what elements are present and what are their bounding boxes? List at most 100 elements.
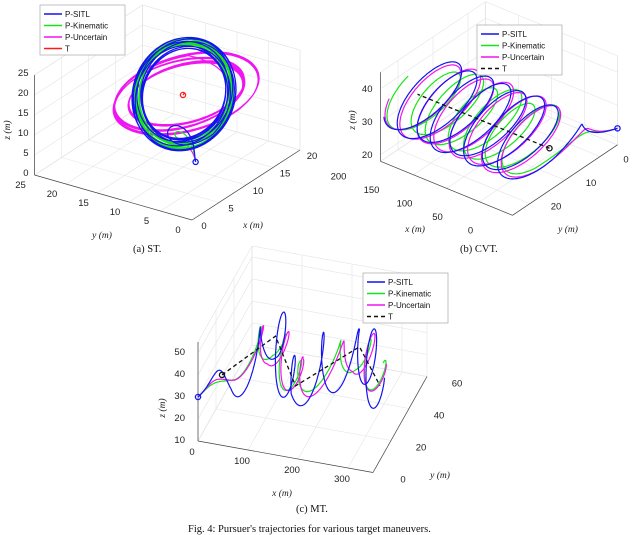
gridline (128, 131, 238, 203)
legend-entry: P-Kinematic (502, 42, 545, 51)
gridline (160, 140, 269, 212)
legend-entry: P-Uncertain (65, 33, 107, 42)
gridline (247, 353, 303, 451)
gridline (197, 322, 253, 420)
z-axis-title: z (m) (2, 120, 13, 140)
z-tick-label: 20 (174, 413, 185, 424)
gridline (142, 24, 301, 71)
y-tick-label: 20 (416, 443, 427, 454)
y-tick-label: 40 (434, 411, 445, 422)
legend-entry: P-SITL (65, 10, 90, 19)
x-tick-label: 0 (468, 225, 473, 236)
trajectory-p-sitl (383, 61, 618, 180)
z-tick-label: 25 (18, 68, 29, 79)
y-axis-title: y (m) (429, 470, 450, 481)
x-tick-label: 100 (397, 198, 413, 209)
x-tick-label: 0 (201, 221, 206, 232)
x-tick-label: 100 (234, 456, 250, 467)
pursuer-start-marker (192, 158, 199, 166)
gridline (142, 84, 301, 131)
y-axis-line (512, 144, 618, 216)
x-tick-label: 200 (284, 465, 300, 476)
trajectory-p-kinematic (134, 38, 234, 162)
chart-b: 0 50 100 150 200 0 10 20 20 30 40 x (m) y (m) z (m) P-… (331, 1, 629, 236)
gridline (142, 64, 301, 111)
x-tick-label: 150 (364, 185, 380, 196)
legend-entry: P-Uncertain (388, 301, 430, 310)
z-tick-label: 20 (18, 88, 29, 99)
gridline (380, 1, 486, 73)
legend-entry: P-SITL (388, 278, 413, 287)
gridline (297, 362, 353, 460)
gridline (197, 300, 253, 398)
z-tick-label: 5 (23, 148, 28, 159)
y-axis-line (34, 174, 193, 221)
x-axis-title: x (m) (242, 220, 263, 231)
y-axis-title: y (m) (91, 230, 112, 241)
gridline (197, 245, 253, 343)
pursuer-start-marker (194, 393, 202, 401)
x-axis-line (191, 149, 301, 221)
gridline (485, 90, 618, 146)
pursuer-start-marker (614, 125, 621, 132)
y-tick-label: 10 (586, 178, 597, 189)
target-trajectory (417, 93, 550, 149)
y-tick-label: 20 (551, 202, 562, 213)
legend: P-SITL P-Kinematic P-Uncertain T (362, 272, 449, 324)
gridline (34, 44, 143, 116)
y-tick-label: 25 (15, 180, 26, 191)
z-tick-label: 30 (174, 391, 185, 402)
x-tick-label: 300 (334, 474, 350, 485)
z-tick-label: 20 (362, 150, 373, 161)
y-tick-label: 10 (110, 207, 121, 218)
y-tick-label: 60 (452, 379, 463, 390)
z-axis-title: z (m) (157, 398, 168, 418)
caption-b: (b) CVT. (460, 244, 498, 255)
y-tick-label: 20 (47, 189, 58, 200)
gridline (251, 322, 428, 355)
y-axis-title: y (m) (557, 224, 578, 235)
z-tick-label: 30 (362, 117, 373, 128)
target-start-marker (179, 91, 187, 99)
gridline (197, 278, 253, 376)
gridline (380, 84, 486, 155)
z-tick-label: 40 (362, 84, 373, 95)
legend: P-SITL P-Kinematic P-Uncertain T (476, 24, 563, 76)
gridline (197, 344, 253, 442)
z-axis-title: z (m) (347, 110, 358, 130)
gridline (380, 18, 486, 89)
x-tick-label: 15 (280, 169, 291, 180)
gridline (197, 256, 253, 354)
x-axis-title: x (m) (271, 488, 292, 499)
gridline (34, 84, 143, 156)
legend: P-SITL P-Kinematic P-Uncertain T (39, 4, 126, 56)
trajectory-p-sitl (131, 36, 237, 162)
gridline (97, 122, 206, 194)
x-tick-label: 0 (189, 447, 194, 458)
z-tick-label: 15 (18, 108, 29, 119)
legend-entry: P-SITL (502, 30, 527, 39)
trajectory-p-sitl (197, 311, 386, 409)
y-tick-label: 5 (144, 216, 149, 227)
gridline (215, 408, 392, 441)
x-tick-label: 20 (307, 151, 318, 162)
legend-entry: P-Kinematic (65, 22, 108, 31)
target-trajectory (221, 335, 381, 387)
chart-c: 0 100 200 300 0 20 40 60 10 20 30 40 50 x (m) y (m) z (… (157, 245, 463, 499)
z-tick-label: 10 (18, 128, 29, 139)
x-axis-line (197, 440, 374, 473)
figure-caption: Fig. 4: Pursuer's trajectories for vario… (188, 524, 431, 535)
x-axis-title: x (m) (404, 224, 425, 235)
gridline (34, 64, 143, 136)
gridline (88, 139, 247, 186)
legend-entry: T (502, 65, 507, 74)
caption-a: (a) ST. (133, 244, 162, 255)
gridline (233, 376, 410, 409)
y-tick-label: 15 (78, 198, 89, 209)
x-axis-line (380, 161, 513, 216)
x-tick-label: 50 (432, 212, 443, 223)
z-tick-label: 50 (174, 347, 185, 358)
x-tick-label: 10 (253, 186, 264, 197)
gridline (251, 245, 428, 278)
